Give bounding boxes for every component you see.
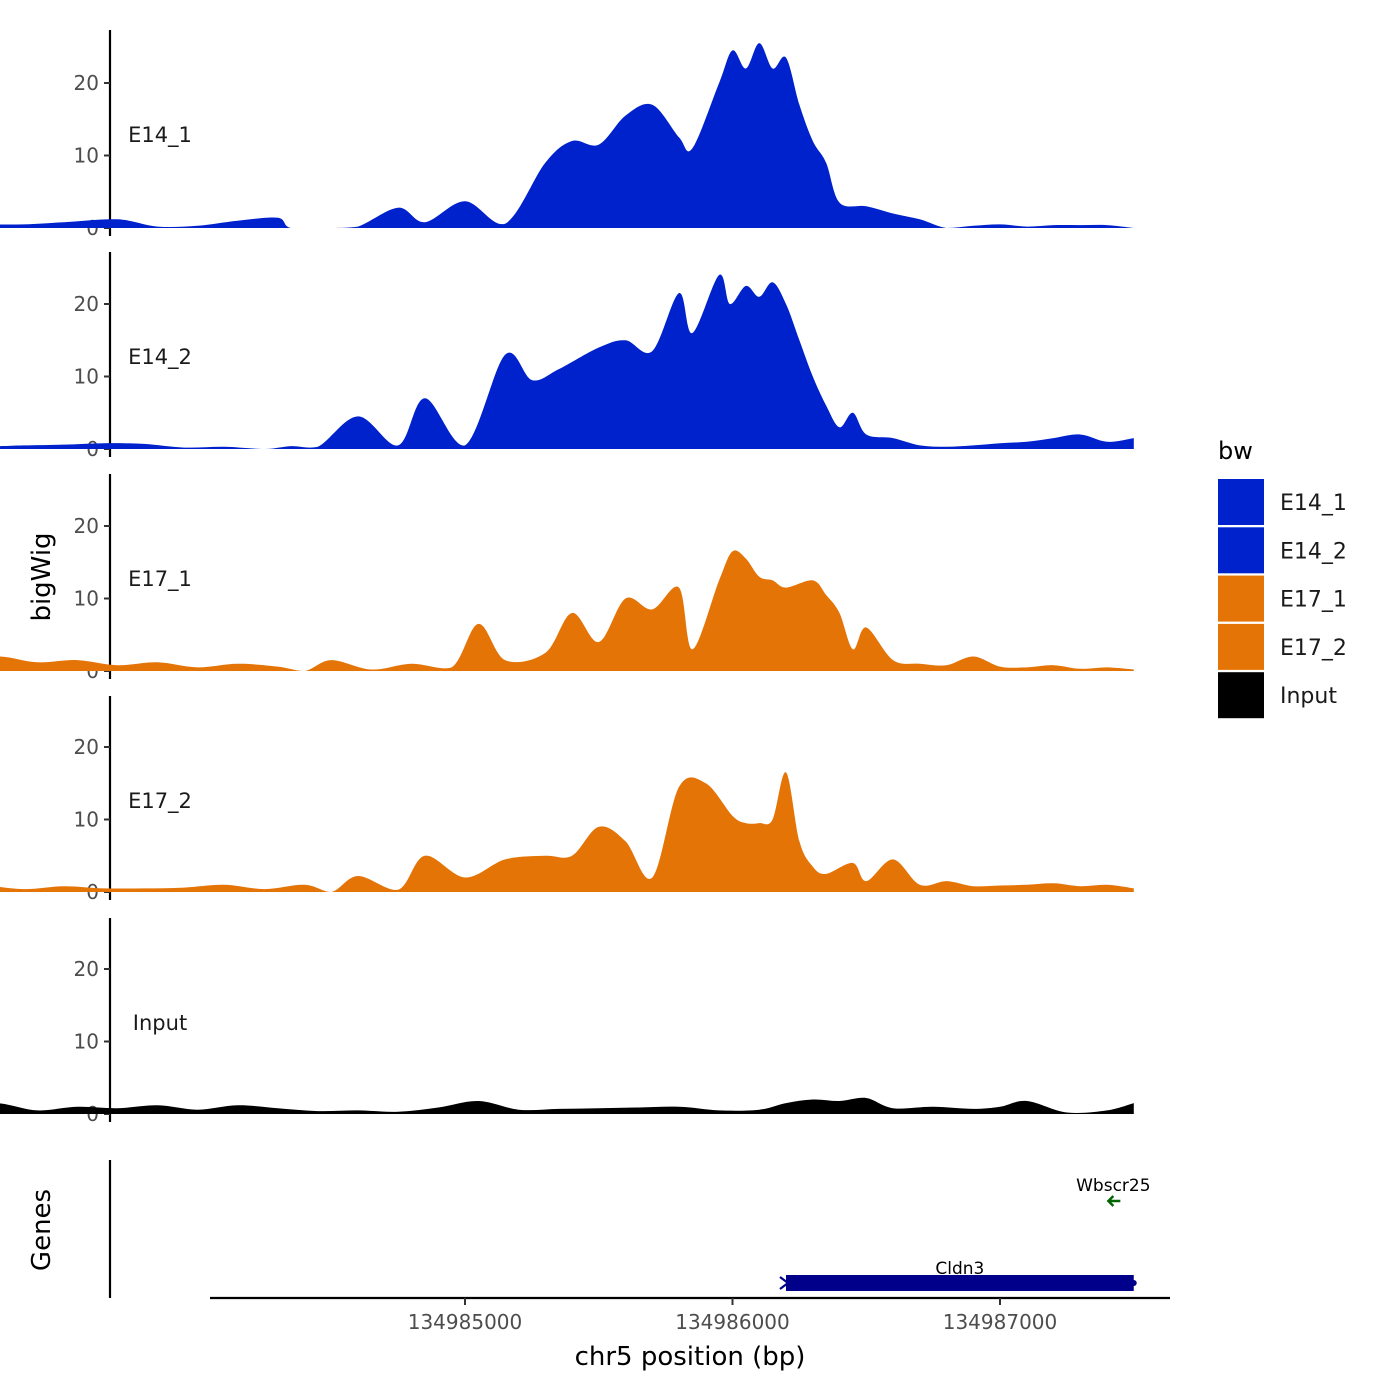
legend-title: bw xyxy=(1218,437,1253,465)
coverage-area-E17_2 xyxy=(0,772,1134,892)
x-axis: 134985000 134986000 134987000 xyxy=(210,1296,1170,1334)
x-tick-label: 134985000 xyxy=(408,1310,523,1334)
genes-panel: Cldn3 Wbscr25 xyxy=(108,1160,1151,1298)
track-E17_1: 01020E17_1 xyxy=(0,474,1134,683)
track-label: Input xyxy=(133,1011,187,1035)
x-tick-label: 134987000 xyxy=(943,1310,1058,1334)
gene-label-Cldn3: Cldn3 xyxy=(935,1259,984,1279)
legend-label: E14_2 xyxy=(1280,539,1347,564)
y-tick-label: 10 xyxy=(74,144,99,168)
y-tick-label: 20 xyxy=(74,957,99,981)
coverage-area-E14_1 xyxy=(0,43,1134,228)
legend-label: E14_1 xyxy=(1280,491,1347,516)
gene-strand-arrow xyxy=(779,1276,790,1290)
gene-body-Cldn3 xyxy=(786,1275,1134,1291)
track-label: E14_2 xyxy=(128,345,192,370)
legend-key-E14_1 xyxy=(1218,479,1264,525)
track-E14_2: 01020E14_2 xyxy=(0,252,1134,461)
y-axis-title: bigWig xyxy=(27,532,57,621)
y-tick-label: 20 xyxy=(74,735,99,759)
x-tick-label: 134986000 xyxy=(675,1310,790,1334)
track-label: E14_1 xyxy=(128,123,192,148)
genes-axis-title: Genes xyxy=(27,1189,57,1271)
track-Input: 01020Input xyxy=(0,918,1134,1126)
legend-label: Input xyxy=(1280,684,1337,709)
gene-end-marker xyxy=(1130,1280,1137,1286)
y-tick-label: 10 xyxy=(74,365,99,389)
track-E17_2: 01020E17_2 xyxy=(0,696,1134,904)
legend-label: E17_2 xyxy=(1280,636,1347,661)
coverage-area-E17_1 xyxy=(0,550,1134,671)
legend-key-E17_1 xyxy=(1218,575,1264,622)
legend-key-Input xyxy=(1218,672,1264,719)
legend-label: E17_1 xyxy=(1280,588,1347,613)
coverage-area-Input xyxy=(0,1097,1134,1114)
y-tick-label: 20 xyxy=(74,292,99,316)
track-label: E17_1 xyxy=(128,567,192,592)
y-tick-label: 20 xyxy=(74,71,99,95)
y-tick-label: 20 xyxy=(74,514,99,538)
legend-key-E17_2 xyxy=(1218,623,1264,670)
y-tick-label: 10 xyxy=(74,808,99,832)
track-label: E17_2 xyxy=(128,789,192,814)
x-axis-title: chr5 position (bp) xyxy=(575,1342,806,1372)
legend: bw E14_1 E14_2 E17_1 E17_2 Input xyxy=(1218,437,1347,719)
gene-label-Wbscr25: Wbscr25 xyxy=(1076,1176,1150,1196)
y-tick-label: 10 xyxy=(74,587,99,611)
gene-arrow-Wbscr25 xyxy=(1106,1195,1121,1207)
legend-key-E14_2 xyxy=(1218,527,1264,574)
coverage-area-E14_2 xyxy=(0,274,1134,449)
track-E14_1: 01020E14_1 xyxy=(0,30,1134,240)
tracks: 01020E14_101020E14_201020E17_101020E17_2… xyxy=(0,30,1134,1126)
y-tick-label: 10 xyxy=(74,1030,99,1054)
